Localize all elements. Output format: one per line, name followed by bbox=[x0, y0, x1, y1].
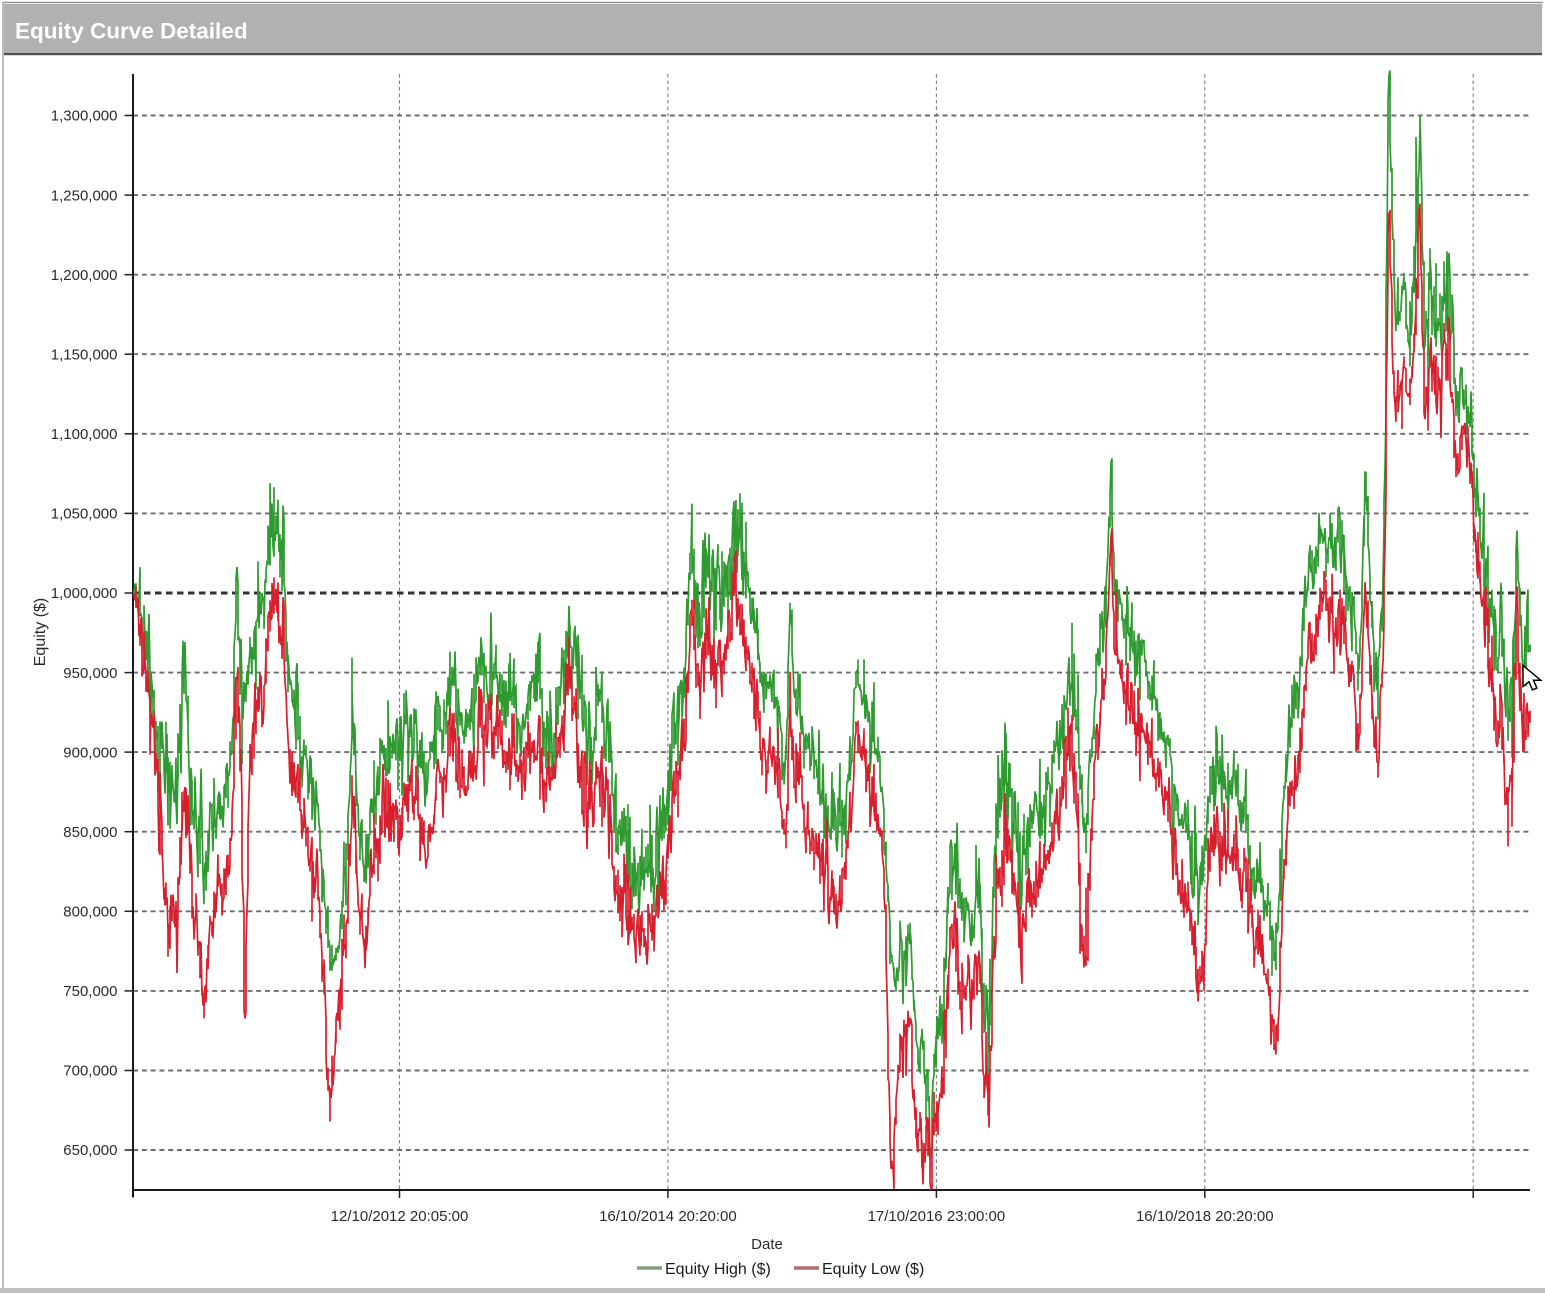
svg-text:1,150,000: 1,150,000 bbox=[51, 346, 118, 363]
svg-text:750,000: 750,000 bbox=[63, 983, 117, 1000]
svg-text:650,000: 650,000 bbox=[63, 1142, 117, 1159]
svg-text:900,000: 900,000 bbox=[63, 744, 117, 761]
svg-text:1,000,000: 1,000,000 bbox=[51, 585, 118, 602]
svg-text:1,200,000: 1,200,000 bbox=[51, 267, 118, 284]
svg-text:700,000: 700,000 bbox=[63, 1063, 117, 1080]
svg-text:1,250,000: 1,250,000 bbox=[51, 187, 118, 204]
svg-text:Equity Low ($): Equity Low ($) bbox=[822, 1261, 924, 1278]
svg-text:Equity High ($): Equity High ($) bbox=[665, 1261, 771, 1278]
svg-text:850,000: 850,000 bbox=[63, 824, 117, 841]
svg-text:17/10/2016 23:00:00: 17/10/2016 23:00:00 bbox=[868, 1208, 1006, 1225]
svg-text:950,000: 950,000 bbox=[63, 665, 117, 682]
svg-text:1,050,000: 1,050,000 bbox=[51, 506, 118, 523]
svg-text:Equity ($): Equity ($) bbox=[32, 598, 49, 666]
svg-text:1,300,000: 1,300,000 bbox=[51, 108, 118, 125]
svg-text:800,000: 800,000 bbox=[63, 904, 117, 921]
svg-text:12/10/2012 20:05:00: 12/10/2012 20:05:00 bbox=[331, 1208, 469, 1225]
svg-text:16/10/2018 20:20:00: 16/10/2018 20:20:00 bbox=[1136, 1208, 1274, 1225]
svg-text:16/10/2014 20:20:00: 16/10/2014 20:20:00 bbox=[599, 1208, 737, 1225]
svg-text:Equity Curve Detailed: Equity Curve Detailed bbox=[15, 19, 248, 44]
svg-text:1,100,000: 1,100,000 bbox=[51, 426, 118, 443]
svg-text:Date: Date bbox=[751, 1236, 783, 1253]
